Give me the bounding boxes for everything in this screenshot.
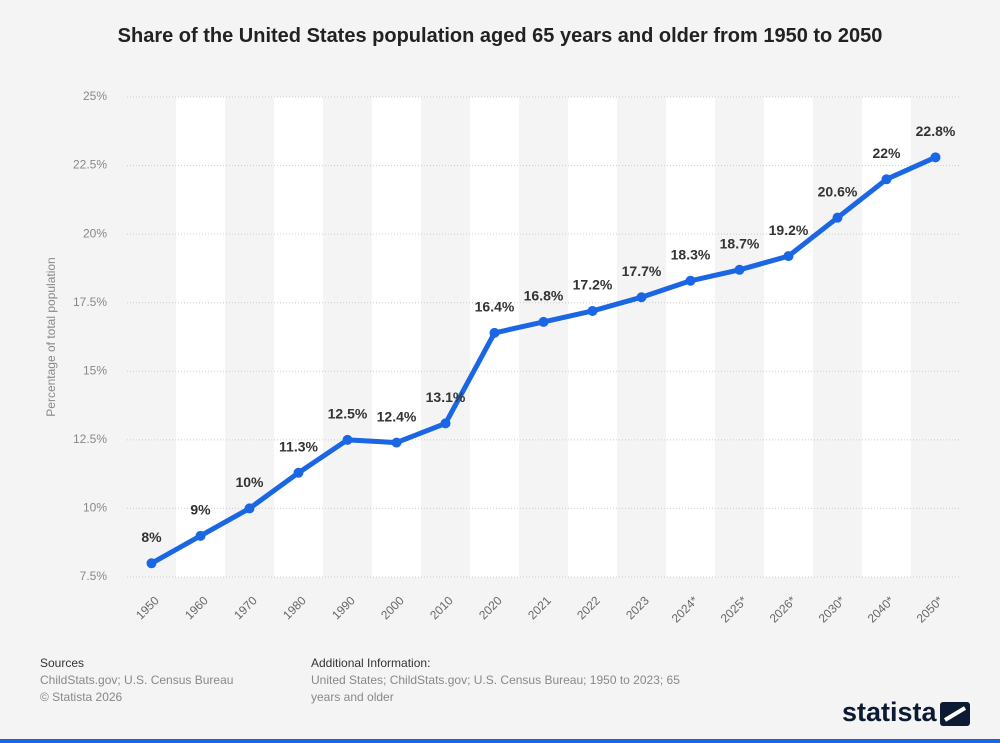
x-tick-label: 2023 — [623, 593, 652, 622]
y-tick-label: 7.5% — [80, 569, 108, 583]
x-tick-label: 2000 — [378, 593, 407, 622]
band — [372, 97, 421, 577]
value-label: 12.4% — [377, 408, 417, 424]
value-label: 18.7% — [720, 236, 760, 252]
value-label: 22% — [872, 145, 901, 161]
x-tick-label: 2025* — [718, 593, 750, 625]
point — [195, 530, 206, 541]
point — [538, 316, 549, 327]
x-tick-label: 2040* — [865, 593, 897, 625]
y-axis-label: Percentage of total population — [44, 257, 58, 416]
y-tick-label: 12.5% — [73, 432, 107, 446]
value-label: 17.2% — [573, 277, 613, 293]
x-tick-label: 1980 — [280, 593, 309, 622]
point — [440, 418, 451, 429]
value-label: 12.5% — [328, 406, 368, 422]
y-tick-label: 22.5% — [73, 158, 107, 172]
bottom-bar — [0, 739, 1000, 743]
line — [150, 155, 937, 566]
value-label: 9% — [190, 502, 211, 518]
band — [568, 97, 617, 577]
band — [274, 97, 323, 577]
x-tick-label: 2022 — [574, 593, 603, 622]
point — [783, 251, 794, 262]
x-tick-label: 1950 — [133, 593, 162, 622]
point — [685, 275, 696, 286]
info-text: United States; ChildStats.gov; U.S. Cens… — [311, 673, 680, 704]
value-label: 13.1% — [426, 389, 466, 405]
point — [587, 305, 598, 316]
point — [391, 437, 402, 448]
value-label: 16.8% — [524, 288, 564, 304]
x-tick-label: 2010 — [427, 593, 456, 622]
x-tick-label: 2021 — [525, 593, 554, 622]
x-tick-label: 2024* — [669, 593, 701, 625]
value-label: 11.3% — [279, 438, 318, 454]
info-title: Additional Information: — [311, 656, 431, 670]
point — [293, 467, 304, 478]
sources-title: Sources — [40, 656, 85, 670]
x-tick-label: 1990 — [329, 593, 358, 622]
logo: statista — [842, 697, 937, 727]
value-label: 19.2% — [769, 222, 809, 238]
point — [832, 212, 843, 223]
value-label: 18.3% — [671, 246, 711, 262]
value-label: 8% — [141, 529, 162, 545]
y-tick-label: 10% — [83, 501, 107, 515]
y-tick-label: 17.5% — [73, 295, 107, 309]
point — [734, 264, 745, 275]
band — [666, 97, 715, 577]
point — [146, 558, 157, 569]
point — [636, 292, 647, 303]
point — [244, 503, 255, 514]
value-label: 20.6% — [818, 183, 858, 199]
y-tick-label: 15% — [83, 363, 107, 377]
copyright: © Statista 2026 — [40, 690, 123, 704]
point — [930, 152, 941, 163]
value-label: 10% — [235, 474, 264, 490]
band — [176, 97, 225, 577]
x-tick-label: 2030* — [816, 593, 848, 625]
sources-text: ChildStats.gov; U.S. Census Bureau — [40, 673, 234, 687]
point — [489, 327, 500, 338]
x-tick-label: 1960 — [182, 593, 211, 622]
y-tick-label: 25% — [83, 89, 107, 103]
point — [881, 174, 892, 185]
x-tick-label: 2020 — [476, 593, 505, 622]
chart-title: Share of the United States population ag… — [117, 25, 883, 47]
y-tick-label: 20% — [83, 226, 107, 240]
band — [764, 97, 813, 577]
value-label: 17.7% — [622, 263, 662, 279]
point — [342, 434, 353, 445]
x-tick-label: 1970 — [231, 593, 260, 622]
value-label: 22.8% — [916, 123, 956, 139]
value-label: 16.4% — [475, 299, 515, 315]
logo-icon — [940, 702, 970, 726]
x-tick-label: 2050* — [914, 593, 946, 625]
x-tick-label: 2026* — [767, 593, 799, 625]
additional-info: Additional Information: United States; C… — [311, 655, 691, 706]
sources: Sources ChildStats.gov; U.S. Census Bure… — [40, 655, 290, 706]
